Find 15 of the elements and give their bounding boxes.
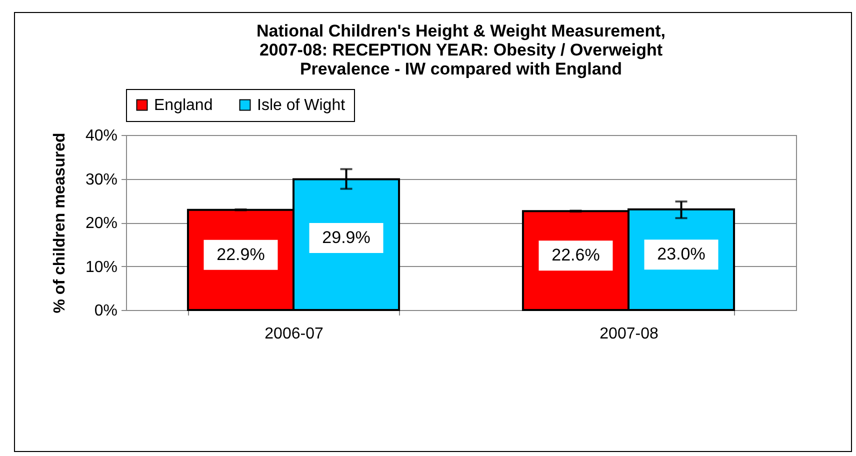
y-tick-label: 40% bbox=[85, 128, 118, 144]
y-tick-label: 20% bbox=[85, 215, 118, 232]
y-tick-label: 0% bbox=[94, 302, 118, 320]
y-tick-label: 10% bbox=[85, 258, 118, 276]
data-label: 22.6% bbox=[552, 246, 600, 265]
y-axis-title: % of children measured bbox=[51, 132, 68, 314]
y-tick-label: 30% bbox=[85, 171, 118, 188]
x-tick-label: 2006-07 bbox=[264, 326, 324, 342]
x-tick-label: 2007-08 bbox=[600, 326, 658, 342]
chart-title: National Children's Height & Weight Measurement, 2007-08: RECEPTION YEAR: Obesity / Overweight Prevalence - IW compared with England bbox=[256, 22, 666, 78]
data-label: 22.9% bbox=[216, 244, 265, 264]
legend-label: England bbox=[154, 97, 213, 114]
data-label: 29.9% bbox=[322, 228, 370, 248]
legend-label: Isle of Wight bbox=[257, 97, 346, 114]
data-label: 23.0% bbox=[657, 244, 706, 264]
